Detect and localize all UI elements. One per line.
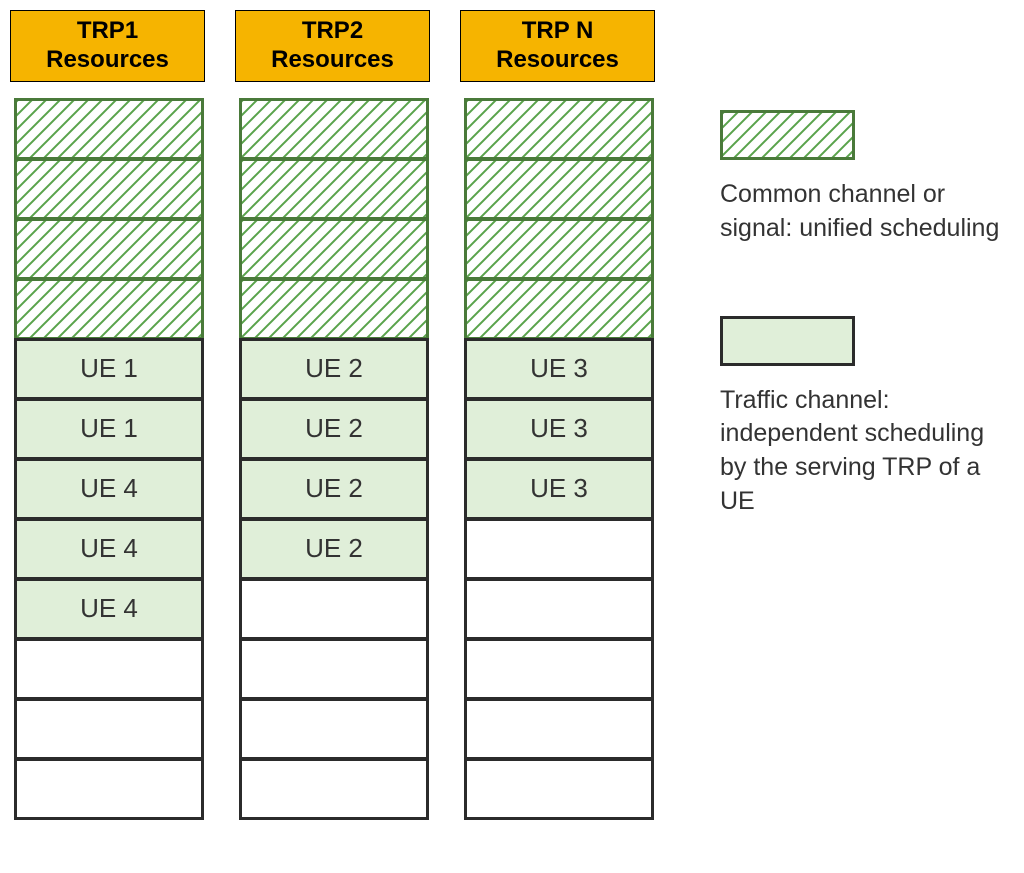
cell-ue: UE 2 <box>239 338 429 400</box>
cell-common <box>14 98 204 160</box>
column-header: TRP N Resources <box>460 10 655 82</box>
column-body: UE 3 UE 3 UE 3 <box>464 98 655 818</box>
legend-item-common: Common channel or signal: unified schedu… <box>720 110 1010 246</box>
cell-ue: UE 4 <box>14 578 204 640</box>
cell-empty <box>14 758 204 820</box>
header-line1: TRP2 <box>302 17 363 44</box>
legend-text: Traffic channel: independent scheduling … <box>720 384 1010 519</box>
cell-ue: UE 4 <box>14 458 204 520</box>
cell-label: UE 4 <box>80 533 138 564</box>
cell-ue: UE 3 <box>464 398 654 460</box>
header-line1: TRP N <box>522 17 594 44</box>
cell-ue: UE 4 <box>14 518 204 580</box>
column-trp1: TRP1 Resources UE 1 UE 1 UE 4 UE 4 UE 4 <box>10 10 205 818</box>
cell-label: UE 2 <box>305 533 363 564</box>
cell-common <box>239 278 429 340</box>
legend-swatch-hatched <box>720 110 855 160</box>
cell-ue: UE 1 <box>14 338 204 400</box>
cell-empty <box>464 638 654 700</box>
cell-common <box>239 218 429 280</box>
cell-common <box>239 98 429 160</box>
cell-empty <box>14 638 204 700</box>
cell-common <box>14 278 204 340</box>
cell-label: UE 1 <box>80 353 138 384</box>
legend-item-traffic: Traffic channel: independent scheduling … <box>720 316 1010 519</box>
header-line2: Resources <box>496 46 619 73</box>
cell-ue: UE 2 <box>239 398 429 460</box>
cell-ue: UE 3 <box>464 338 654 400</box>
legend-swatch-ue <box>720 316 855 366</box>
header-line2: Resources <box>271 46 394 73</box>
cell-common <box>464 98 654 160</box>
header-line2: Resources <box>46 46 169 73</box>
cell-label: UE 3 <box>530 353 588 384</box>
cell-empty <box>14 698 204 760</box>
cell-label: UE 2 <box>305 413 363 444</box>
cell-empty <box>239 638 429 700</box>
cell-common <box>464 218 654 280</box>
legend: Common channel or signal: unified schedu… <box>720 110 1010 589</box>
cell-empty <box>464 578 654 640</box>
cell-empty <box>464 518 654 580</box>
cell-empty <box>464 698 654 760</box>
cell-empty <box>239 578 429 640</box>
cell-empty <box>239 698 429 760</box>
legend-text: Common channel or signal: unified schedu… <box>720 178 1010 246</box>
header-line1: TRP1 <box>77 17 138 44</box>
cell-ue: UE 1 <box>14 398 204 460</box>
cell-common <box>464 158 654 220</box>
cell-empty <box>464 758 654 820</box>
column-header: TRP1 Resources <box>10 10 205 82</box>
cell-ue: UE 3 <box>464 458 654 520</box>
cell-label: UE 2 <box>305 473 363 504</box>
column-header: TRP2 Resources <box>235 10 430 82</box>
column-trp2: TRP2 Resources UE 2 UE 2 UE 2 UE 2 <box>235 10 430 818</box>
column-body: UE 1 UE 1 UE 4 UE 4 UE 4 <box>14 98 205 818</box>
cell-common <box>14 218 204 280</box>
cell-label: UE 1 <box>80 413 138 444</box>
column-trpn: TRP N Resources UE 3 UE 3 UE 3 <box>460 10 655 818</box>
cell-label: UE 3 <box>530 473 588 504</box>
cell-common <box>239 158 429 220</box>
cell-ue: UE 2 <box>239 518 429 580</box>
cell-label: UE 2 <box>305 353 363 384</box>
cell-label: UE 3 <box>530 413 588 444</box>
cell-empty <box>239 758 429 820</box>
column-body: UE 2 UE 2 UE 2 UE 2 <box>239 98 430 818</box>
cell-common <box>14 158 204 220</box>
cell-common <box>464 278 654 340</box>
cell-label: UE 4 <box>80 593 138 624</box>
cell-label: UE 4 <box>80 473 138 504</box>
cell-ue: UE 2 <box>239 458 429 520</box>
